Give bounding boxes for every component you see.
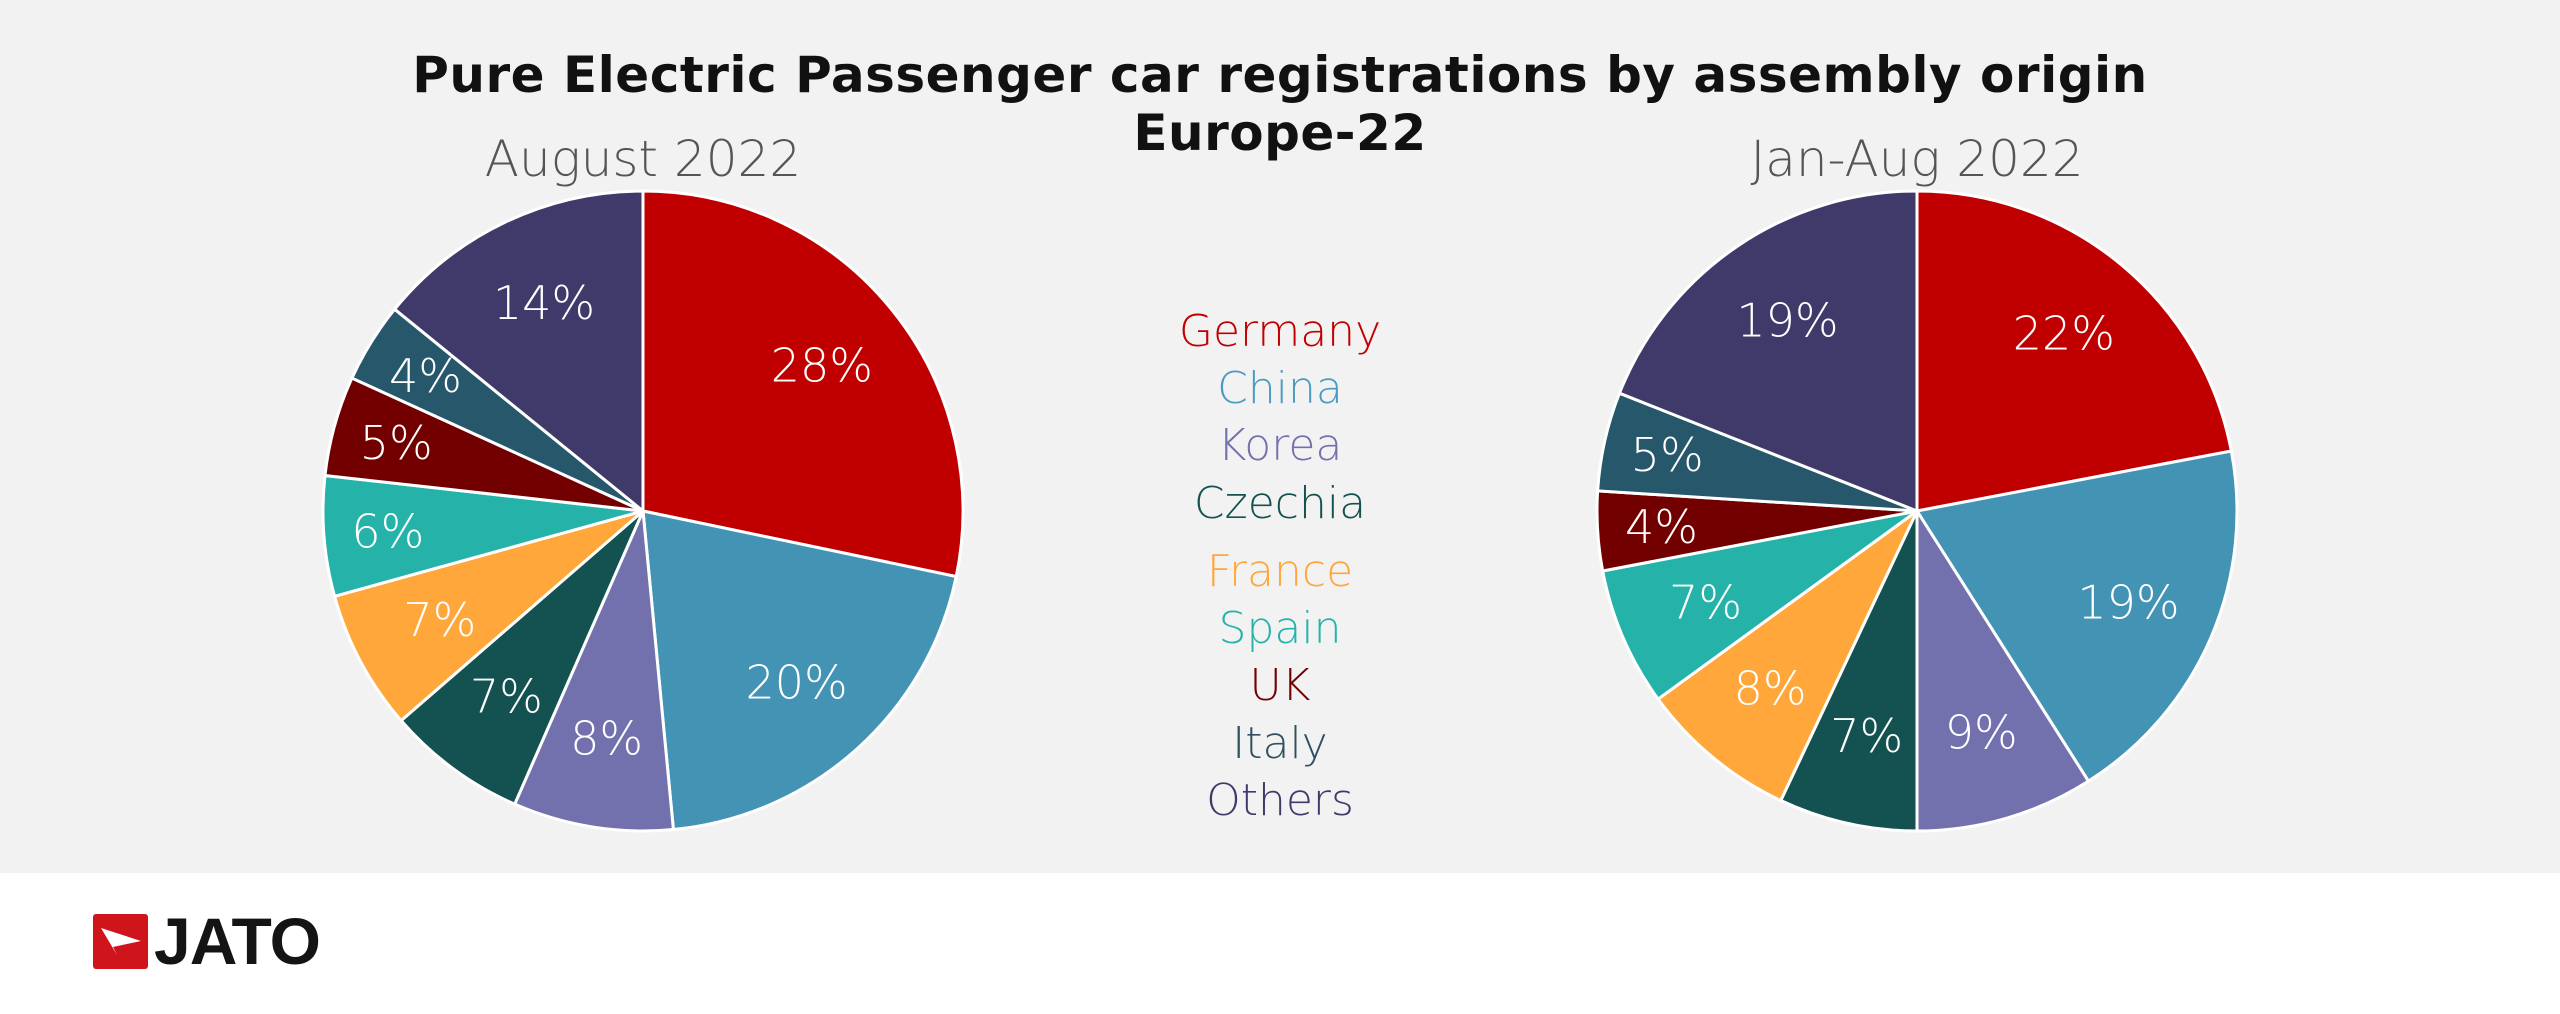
pie-slice-china [1914,449,2239,784]
data-label-spain: 6% [351,504,424,558]
data-label-germany: 28% [771,339,873,393]
data-label-italy: 5% [1631,428,1704,482]
legend-item-spain: Spain [1218,603,1342,654]
pie-slice-czechia [399,509,645,807]
data-label-germany: 22% [2013,306,2115,360]
jato-logo-mark-icon [93,914,148,969]
data-label-spain: 7% [1669,576,1742,630]
pie-slice-korea [1915,505,2091,833]
pie-slice-germany [1915,189,2234,513]
pie-charts: 28% 20% 8% 7% 7% 6% 5% 4% 14% 22% 19% 9% 7% 8% 7% 4% 5% 1… [321,189,2239,833]
data-label-korea: 8% [570,712,643,766]
pie-title-august: August 2022 [484,130,802,188]
chart-subtitle: Europe-22 [1133,104,1427,162]
data-label-korea: 9% [1945,705,2018,759]
pie-slice-others [1617,189,1919,514]
data-label-italy: 4% [389,349,462,403]
data-label-czechia: 7% [1830,709,1903,763]
pie-slice-china [641,509,958,832]
legend-item-france: France [1206,546,1354,597]
pie-title-jan-aug: Jan-Aug 2022 [1750,130,2084,188]
pie-slice-korea [512,505,676,833]
pie-slice-spain [1600,509,1918,702]
legend-item-korea: Korea [1217,420,1343,471]
data-label-france: 7% [403,593,476,647]
data-label-others: 14% [493,276,595,330]
pie-slice-france [1656,509,1919,803]
legend-item-uk: UK [1249,660,1311,711]
legend-item-czechia: Czechia [1193,478,1367,529]
legend-item-others: Others [1206,775,1354,826]
legend-item-china: China [1217,363,1343,414]
data-label-china: 20% [745,656,847,710]
data-label-czechia: 7% [470,670,543,724]
data-label-uk: 5% [360,416,433,470]
legend-item-italy: Italy [1232,718,1328,769]
data-label-uk: 4% [1625,500,1698,554]
pie-slice-spain [321,473,644,599]
pie-slice-france [332,509,644,723]
data-label-france: 8% [1734,662,1807,716]
pie-slice-germany [641,189,965,579]
pie-slice-others [392,189,645,515]
chart-title: Pure Electric Passenger car registration… [412,46,2148,104]
legend-item-germany: Germany [1178,306,1382,357]
jato-logo-text: JATO [154,904,321,978]
data-label-china: 19% [2077,576,2179,630]
jato-logo: JATO [93,904,321,978]
pie-slice-czechia [1778,510,1919,833]
data-label-others: 19% [1736,293,1838,347]
